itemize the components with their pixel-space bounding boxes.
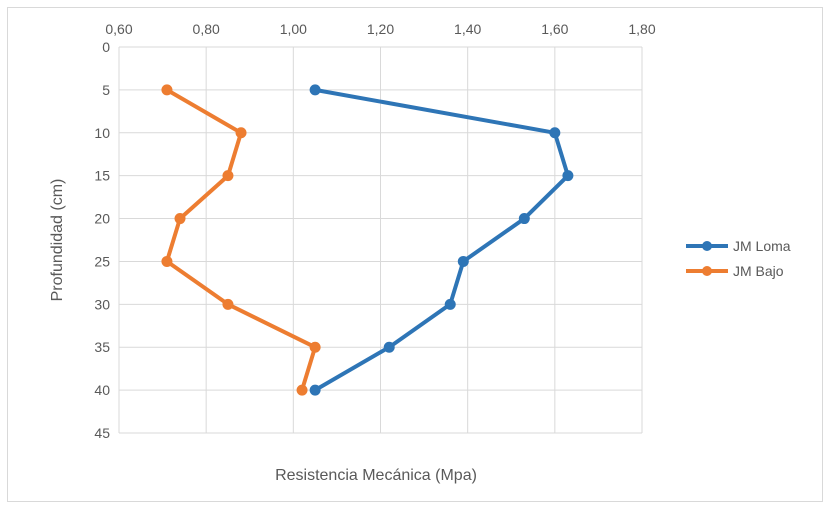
data-point — [444, 298, 456, 310]
legend-swatch-marker — [702, 266, 712, 276]
series-line — [313, 87, 570, 393]
legend-swatch-marker — [702, 241, 712, 251]
x-tick-label: 1,00 — [280, 21, 307, 37]
y-axis-title: Profundidad (cm) — [49, 179, 66, 302]
y-tick-label: 10 — [94, 125, 110, 141]
series-jm-bajo — [161, 84, 321, 396]
y-tick-label: 0 — [102, 39, 110, 55]
data-series — [161, 84, 574, 396]
data-point — [383, 341, 395, 353]
x-tick-label: 1,60 — [541, 21, 568, 37]
x-tick-label: 0,80 — [193, 21, 220, 37]
x-tick-label: 1,40 — [454, 21, 481, 37]
data-point — [457, 255, 469, 267]
data-point — [222, 170, 234, 182]
y-tick-label: 45 — [94, 425, 110, 441]
legend: JM Loma JM Bajo — [686, 238, 791, 279]
legend-label: JM Loma — [733, 238, 791, 254]
y-tick-label: 20 — [94, 211, 110, 227]
data-point — [309, 384, 321, 396]
y-tick-label: 5 — [102, 82, 110, 98]
data-point — [161, 84, 173, 96]
x-axis-title: Resistencia Mecánica (Mpa) — [275, 467, 477, 484]
data-point — [309, 341, 321, 353]
data-point — [309, 84, 321, 96]
y-tick-label: 40 — [94, 382, 110, 398]
y-tick-label: 35 — [94, 339, 110, 355]
data-point — [161, 255, 173, 267]
x-axis-tick-labels: 0,60 0,80 1,00 1,20 1,40 1,60 1,80 — [105, 21, 655, 37]
x-tick-label: 0,60 — [105, 21, 132, 37]
y-tick-label: 15 — [94, 168, 110, 184]
data-point — [562, 170, 574, 182]
series-line — [164, 87, 318, 393]
gridlines — [118, 46, 643, 434]
data-point — [549, 127, 561, 139]
legend-item: JM Loma — [686, 238, 791, 254]
data-point — [222, 298, 234, 310]
series-jm-loma — [309, 84, 574, 396]
x-tick-label: 1,80 — [628, 21, 655, 37]
y-tick-label: 25 — [94, 253, 110, 269]
y-tick-label: 30 — [94, 296, 110, 312]
x-tick-label: 1,20 — [367, 21, 394, 37]
data-point — [235, 127, 247, 139]
legend-item: JM Bajo — [686, 263, 784, 279]
y-axis-tick-labels: 0 5 10 15 20 25 30 35 40 45 — [94, 39, 110, 441]
data-point — [174, 213, 186, 225]
legend-label: JM Bajo — [733, 263, 784, 279]
data-point — [296, 384, 308, 396]
data-point — [518, 213, 530, 225]
